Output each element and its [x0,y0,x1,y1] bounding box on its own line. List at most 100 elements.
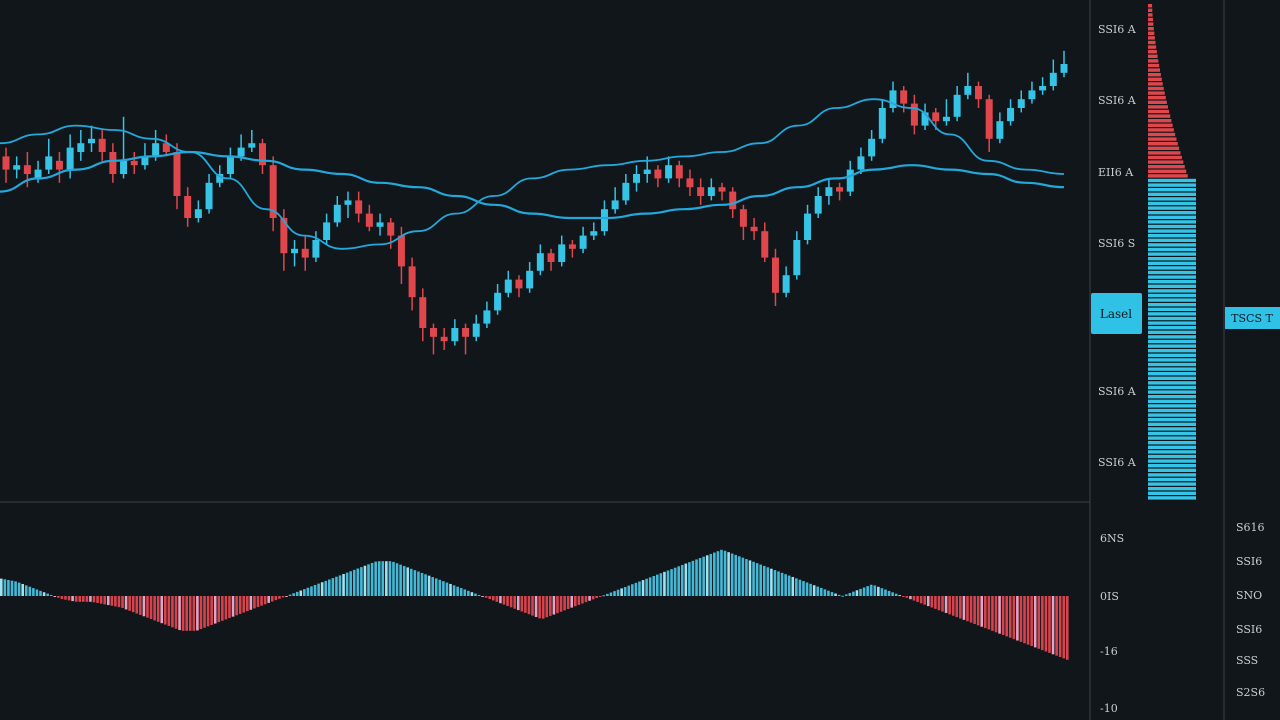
candle-bullish [558,244,566,262]
oscillator-bar [976,596,980,626]
volume-profile-bar [1148,22,1154,26]
volume-profile-bar [1148,105,1168,109]
volume-profile-bar [1148,123,1173,127]
volume-profile-bar [1148,128,1174,132]
candle-bearish [173,152,181,196]
candle-bullish [1039,86,1047,91]
oscillator-bar [335,576,338,596]
oscillator-bar [114,596,117,607]
candle-bullish [344,200,352,205]
volume-profile-bar [1148,114,1171,118]
oscillator-bar [374,561,377,596]
oscillator-bar [260,596,263,606]
oscillator-bar [246,596,249,612]
volume-profile-bar [1148,413,1196,417]
oscillator-bar [427,575,431,596]
oscillator-bar [1058,596,1062,658]
oscillator-bar [527,596,531,615]
candle-bullish [312,240,320,258]
oscillator-bar [131,596,135,613]
volume-profile-bar [1148,27,1154,31]
oscillator-bar [1016,596,1019,641]
volume-profile-bar [1148,312,1196,316]
volume-profile-bar [1148,178,1196,183]
volume-profile-bar [1148,220,1196,224]
candle-bearish [184,196,192,218]
oscillator-bar [481,596,484,597]
oscillator-bar [267,596,270,603]
oscillator-bar [1041,596,1044,651]
oscillator-bar [463,589,467,596]
oscillator-bar [1051,596,1055,655]
oscillator-bar [342,573,345,596]
right-price-tag[interactable]: TSCS T [1225,307,1280,329]
volume-profile-bar [1148,155,1182,160]
oscillator-bar [716,551,720,596]
current-price-label: Lasel [1100,307,1132,321]
osc-right-tick-label: S616 [1236,521,1265,534]
volume-profile-bar [1148,165,1185,169]
candle-bullish [226,156,234,174]
candle-bullish [878,108,886,139]
volume-profile-bar [1148,362,1196,367]
candle-bearish [697,187,705,196]
oscillator-bar [32,588,35,596]
candle-bullish [205,182,213,210]
volume-profile-bar [1148,307,1196,311]
oscillator-bar [313,585,317,596]
oscillator-bar [844,594,848,596]
volume-profile-bar [1148,238,1196,242]
oscillator-bar [49,594,53,596]
candle-bullish [590,231,598,236]
volume-profile-bar [1148,63,1160,68]
volume-profile-bar [1148,183,1196,187]
price-tick-label: EII6 A [1098,166,1134,179]
candle-bullish [782,275,790,293]
oscillator-bar [110,596,114,606]
oscillator-bar [730,553,734,596]
candle-bearish [761,231,769,258]
oscillator-bar [616,589,620,596]
moving-average-fast-line [0,98,1065,250]
volume-profile-bar [1148,234,1196,238]
oscillator-panel[interactable] [0,549,1069,660]
candle-bearish [932,112,940,122]
candle-bullish [472,323,480,337]
oscillator-bar [1048,596,1051,653]
candle-bearish [2,156,10,170]
oscillator-bar [42,592,46,596]
candle-bearish [568,244,576,249]
candle-bearish [355,200,363,214]
volume-profile-bar [1148,4,1153,8]
price-panel[interactable] [0,50,1068,355]
oscillator-bar [89,596,92,602]
candle-bullish [622,182,630,201]
oscillator-bar [1001,596,1005,636]
oscillator-bar [738,556,741,596]
oscillator-bar [570,596,574,608]
candle-bullish [579,235,587,249]
oscillator-bar [930,596,934,608]
oscillator-bar [752,561,755,596]
oscillator-bar [445,582,449,596]
oscillator-bar [944,596,948,613]
oscillator-bar [727,552,730,596]
oscillator-bar [805,582,809,596]
oscillator-bar [99,596,103,604]
candle-bearish [280,218,288,254]
oscillator-bar [991,596,994,631]
oscillator-bar [641,580,645,596]
current-price-marker[interactable]: Lasel [1091,293,1142,334]
candle-bearish [462,328,470,337]
candle-bullish [643,169,651,174]
volume-profile-bar [1148,316,1196,321]
oscillator-bar [912,596,916,601]
volume-profile-bar [1148,91,1165,95]
oscillator-bar [984,596,987,629]
candle-bearish [429,328,437,337]
price-axis: SSI6 A SSI6 A EII6 A SSI6 S SSI6 A SSI6 … [1098,23,1137,469]
volume-profile-bar [1148,422,1196,426]
oscillator-bar [1030,596,1033,647]
oscillator-bar [709,553,713,596]
